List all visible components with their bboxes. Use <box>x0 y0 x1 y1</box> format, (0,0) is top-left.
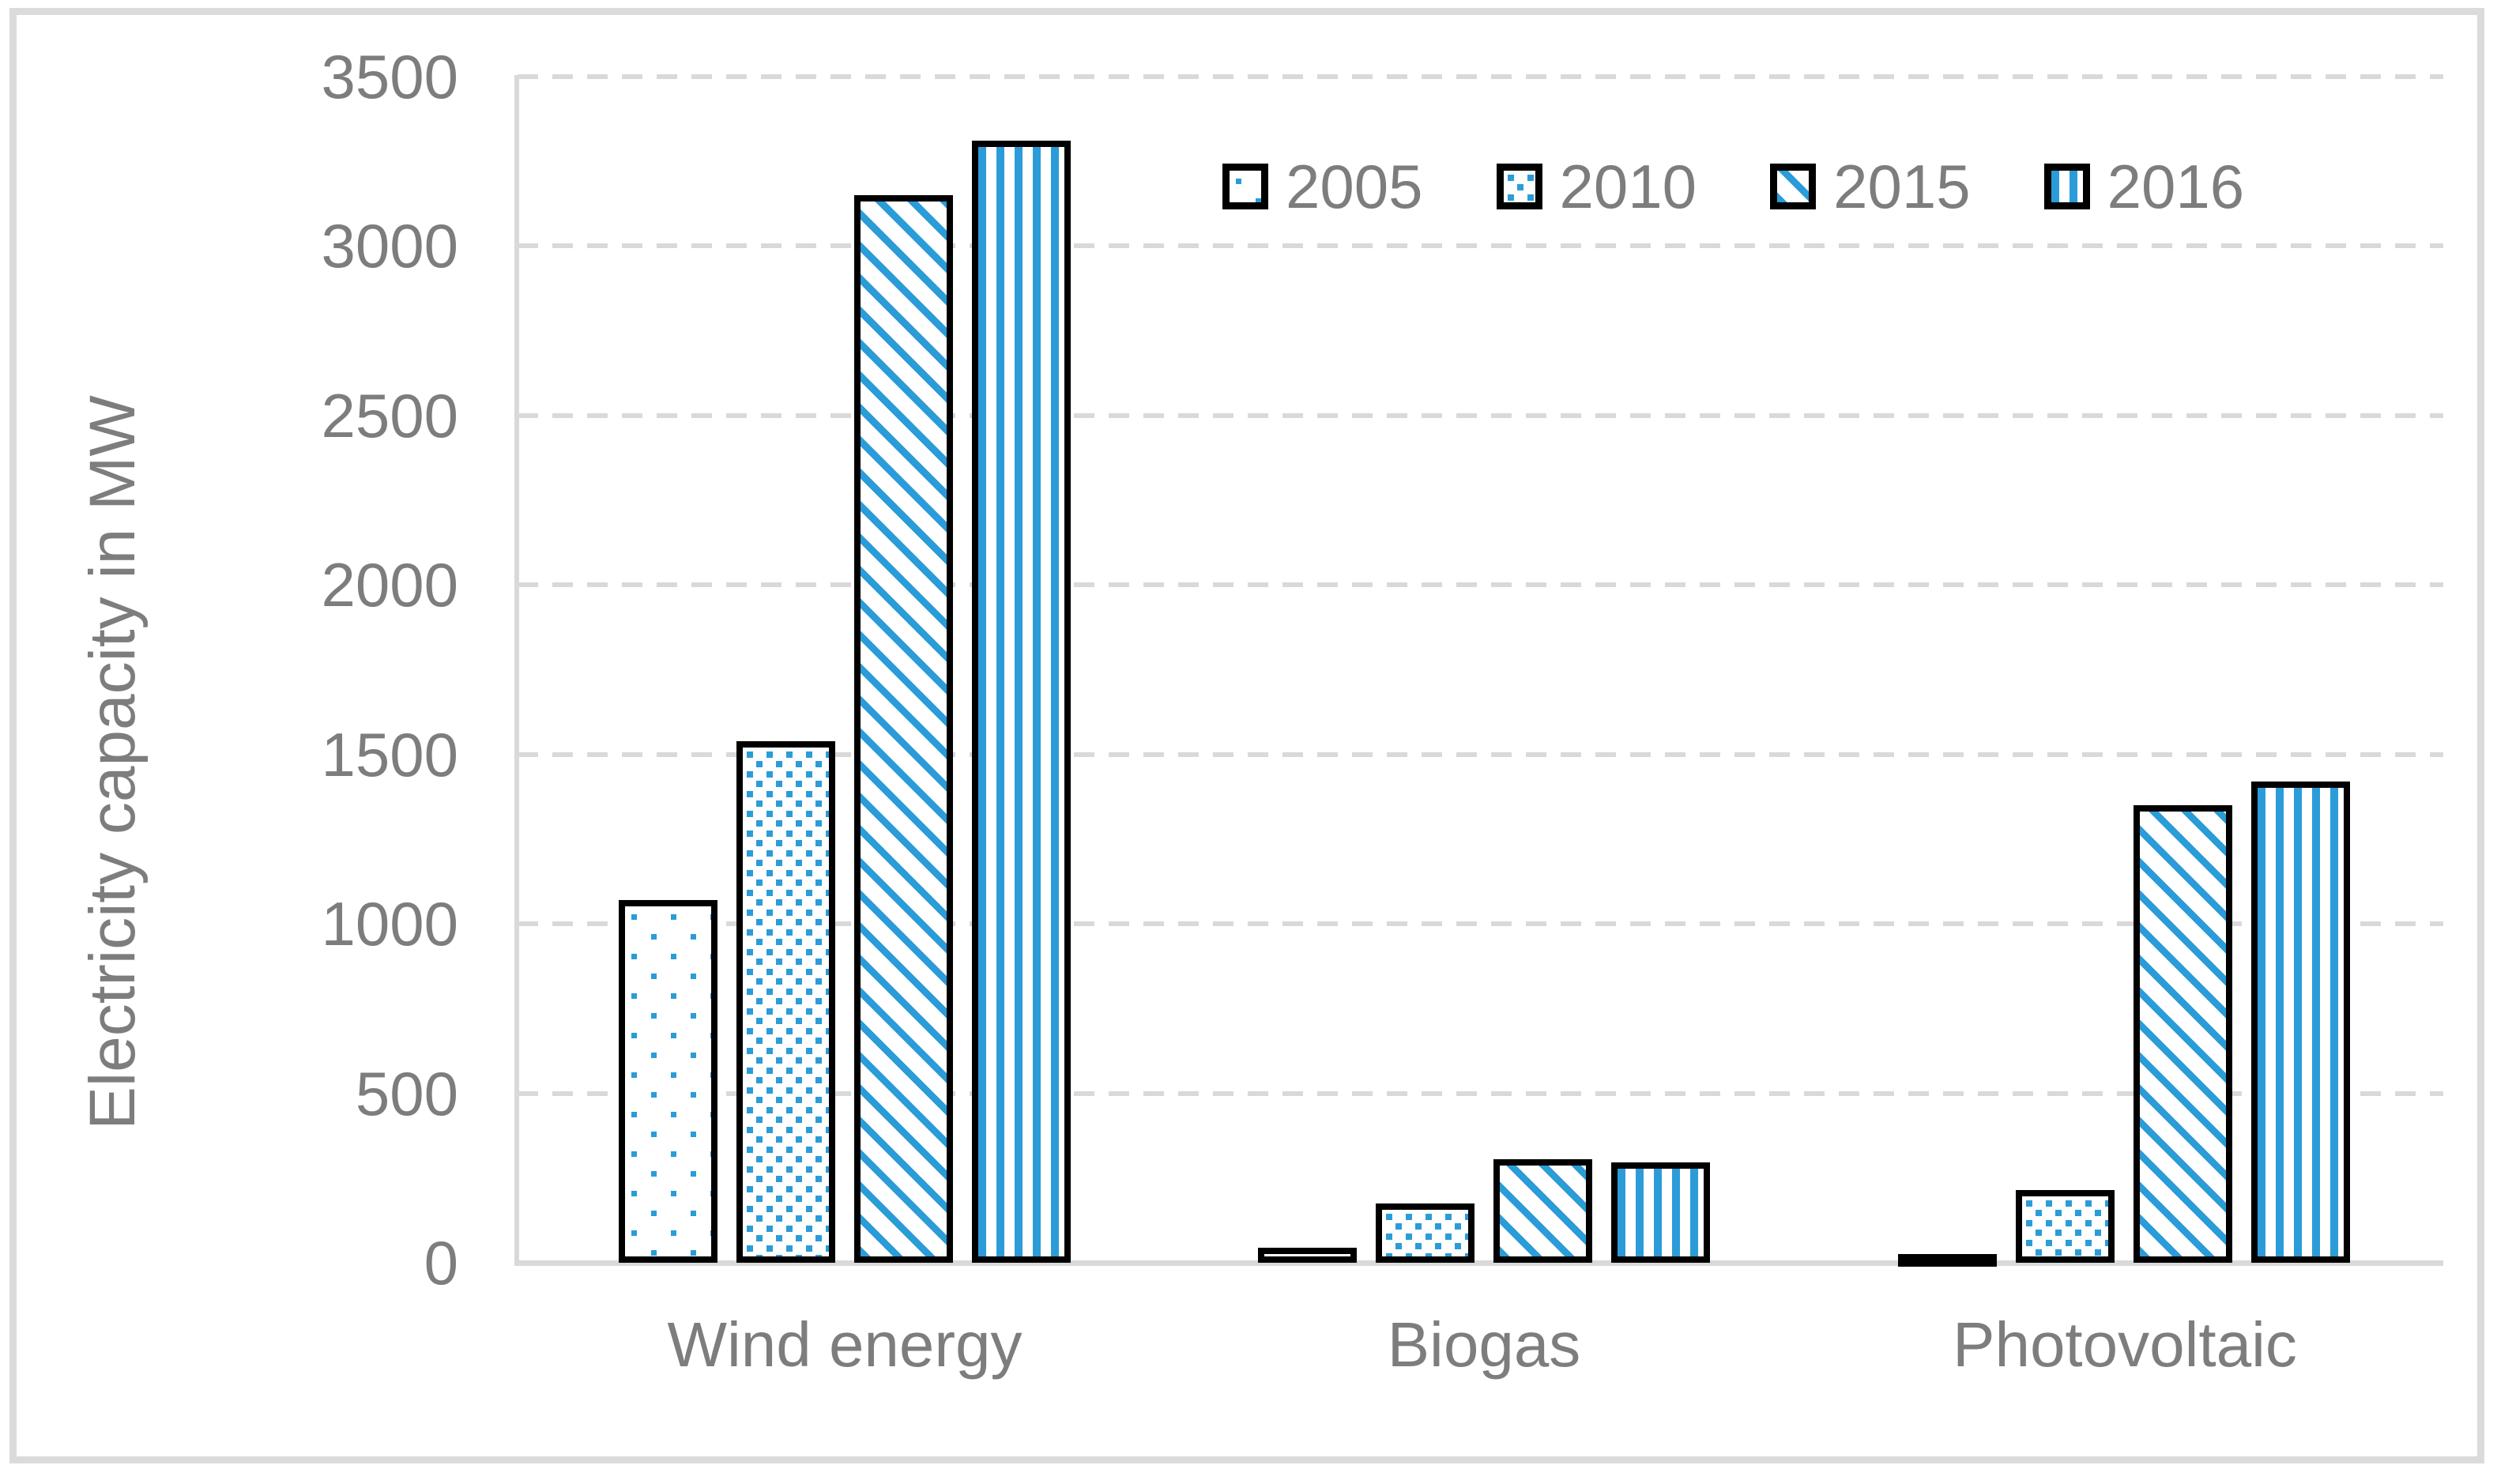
gridline-500 <box>518 1090 2443 1096</box>
y-tick-0: 0 <box>424 1228 458 1298</box>
legend-swatch-sparse-dots <box>1222 164 1268 209</box>
legend-item-2005: 2005 <box>1222 156 1423 217</box>
legend-swatch-diagonal-stripes <box>1770 164 1817 209</box>
bar-biogas-2010 <box>1376 1203 1474 1263</box>
y-tick-1000: 1000 <box>321 889 458 959</box>
bar-wind-energy-2005 <box>619 900 717 1263</box>
bar-photovoltaic-2015 <box>2134 805 2232 1263</box>
bar-wind-energy-2015 <box>854 195 953 1263</box>
bar-wind-energy-2010 <box>736 740 835 1263</box>
y-tick-3000: 3000 <box>321 211 458 281</box>
gridline-3000 <box>518 243 2443 249</box>
legend-item-2015: 2015 <box>1770 156 1971 217</box>
bar-biogas-2015 <box>1493 1159 1592 1263</box>
y-axis-line <box>514 75 519 1263</box>
legend-label-2005: 2005 <box>1286 152 1423 221</box>
y-tick-3500: 3500 <box>321 42 458 111</box>
category-label-wind-energy: Wind energy <box>667 1309 1023 1380</box>
x-axis-line <box>514 1260 2443 1266</box>
legend-label-2016: 2016 <box>2107 152 2245 221</box>
y-tick-1500: 1500 <box>321 719 458 789</box>
bar-photovoltaic-2010 <box>2016 1189 2115 1263</box>
gridline-3500 <box>518 74 2443 79</box>
category-label-photovoltaic: Photovoltaic <box>1953 1309 2297 1380</box>
y-tick-2000: 2000 <box>321 550 458 620</box>
figure-border <box>9 8 2484 1463</box>
legend-label-2010: 2010 <box>1559 152 1697 221</box>
gridline-2500 <box>518 412 2443 418</box>
gridline-1500 <box>518 751 2443 757</box>
bar-wind-energy-2016 <box>972 141 1071 1263</box>
legend-label-2015: 2015 <box>1833 152 1971 221</box>
bar-photovoltaic-2005 <box>1898 1254 1997 1267</box>
legend-swatch-dense-dots <box>1496 164 1542 209</box>
y-tick-2500: 2500 <box>321 380 458 450</box>
y-tick-500: 500 <box>355 1058 458 1128</box>
legend-item-2010: 2010 <box>1496 152 1697 221</box>
y-axis-title: Electricity capacity in MW <box>77 395 149 1130</box>
gridline-2000 <box>518 582 2443 588</box>
legend-swatch-vertical-stripes <box>2043 164 2090 209</box>
legend-item-2016: 2016 <box>2043 152 2245 221</box>
legend: 2005 2010 2015 2016 <box>1222 156 2244 217</box>
bar-photovoltaic-2016 <box>2251 782 2350 1263</box>
category-label-biogas: Biogas <box>1387 1309 1581 1380</box>
bar-biogas-2005 <box>1258 1247 1357 1263</box>
gridline-1000 <box>518 921 2443 927</box>
bar-biogas-2016 <box>1611 1162 1710 1263</box>
